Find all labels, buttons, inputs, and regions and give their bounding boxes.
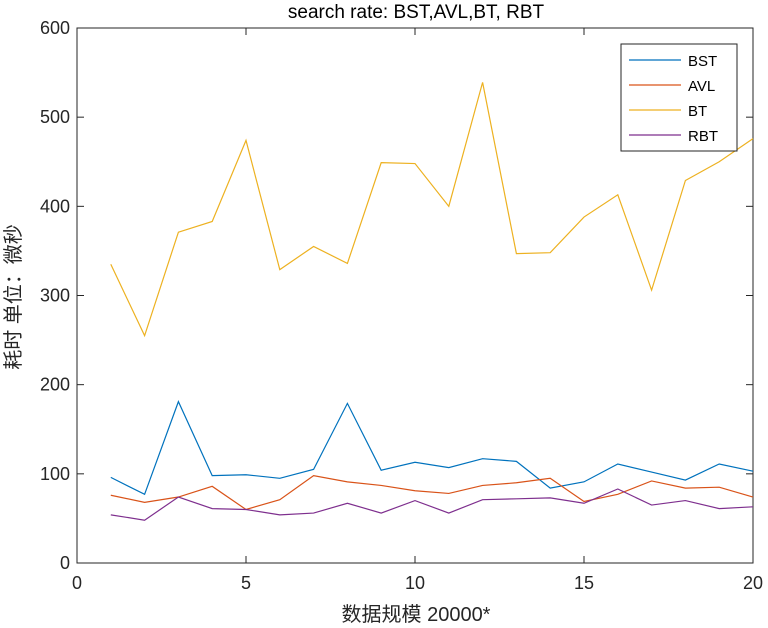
series-line-avl <box>110 474 754 511</box>
legend-label-rbt: RBT <box>688 128 718 145</box>
y-tick-label: 200 <box>40 375 70 395</box>
legend-box <box>620 43 738 152</box>
y-tick-label: 400 <box>40 196 70 216</box>
y-axis-label: 耗时 单位：微秒 <box>2 224 25 370</box>
y-tick-label: 500 <box>40 107 70 127</box>
x-tick-label: 0 <box>72 573 82 593</box>
legend-label-avl: AVL <box>688 78 715 95</box>
y-tick-label: 0 <box>60 553 70 573</box>
y-tick-label: 600 <box>40 18 70 38</box>
x-tick-label: 5 <box>241 573 251 593</box>
y-tick-label: 100 <box>40 464 70 484</box>
series-line-bt <box>110 82 754 338</box>
legend-label-bst: BST <box>688 53 717 70</box>
y-tick-label: 300 <box>40 286 70 306</box>
series-line-rbt <box>110 488 754 521</box>
series-line-bst <box>110 400 754 496</box>
chart-title: search rate: BST,AVL,BT, RBT <box>288 2 545 23</box>
x-tick-label: 15 <box>574 573 594 593</box>
legend-label-bt: BT <box>688 103 707 120</box>
x-axis-label: 数据规模 20000* <box>342 603 491 626</box>
x-tick-label: 20 <box>743 573 763 593</box>
x-tick-label: 10 <box>405 573 425 593</box>
